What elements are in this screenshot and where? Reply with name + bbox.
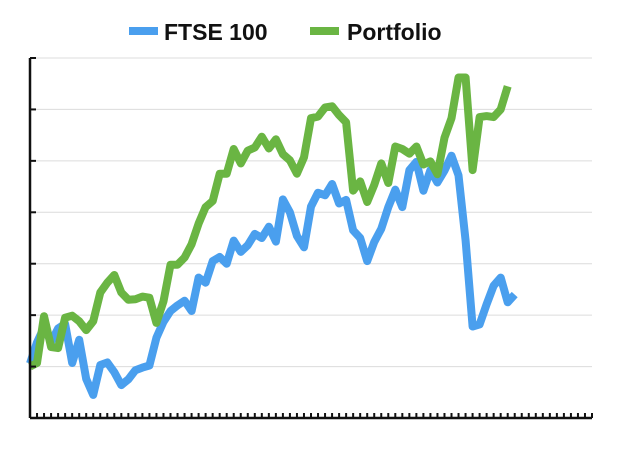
series-layer (26, 73, 518, 399)
legend: FTSE 100 Portfolio (129, 19, 442, 45)
axes (28, 57, 593, 420)
series-line-ftse-100 (26, 151, 518, 399)
series-line-portfolio (28, 73, 512, 371)
legend-label-portfolio: Portfolio (347, 19, 442, 45)
legend-item-portfolio[interactable]: Portfolio (310, 19, 442, 45)
legend-item-ftse[interactable]: FTSE 100 (129, 19, 268, 45)
legend-label-ftse: FTSE 100 (164, 19, 268, 45)
